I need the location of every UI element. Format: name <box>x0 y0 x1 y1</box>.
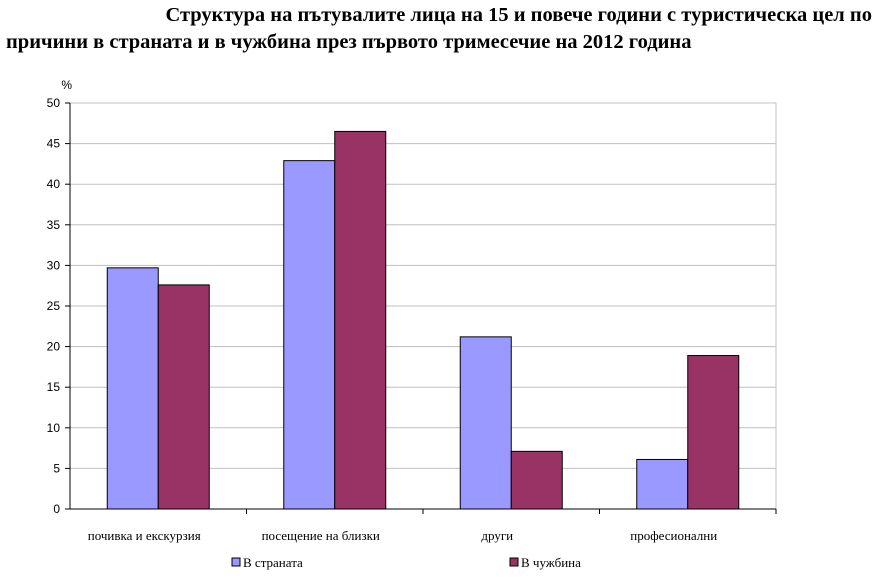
x-category-labels: почивка и екскурзия посещение на близки др… <box>88 528 718 543</box>
chart-title-line-2: причини в страната и в чужбина през първ… <box>6 31 692 53</box>
bars <box>106 130 740 510</box>
y-tick-label: 10 <box>47 421 61 435</box>
y-tick-label: 0 <box>53 502 60 516</box>
bar-domestic <box>106 267 159 510</box>
chart-title-line-1: Структура на пътувалите лица на 15 и пов… <box>165 4 872 26</box>
bar-abroad <box>510 450 563 510</box>
bar-domestic <box>283 160 336 510</box>
y-axis-label: % <box>61 78 72 92</box>
y-tick-label: 35 <box>47 218 61 232</box>
legend-swatch <box>231 557 241 567</box>
y-tick-label: 30 <box>47 258 61 272</box>
y-tick-label: 20 <box>47 340 61 354</box>
y-tick-label: 15 <box>47 380 61 394</box>
y-tick-label: 50 <box>47 96 61 110</box>
bar-domestic <box>459 336 512 510</box>
y-tick-label: 40 <box>47 177 61 191</box>
bar-abroad <box>334 130 387 510</box>
bar-abroad <box>157 284 210 510</box>
x-category-label: посещение на близки <box>262 528 380 543</box>
x-category-label: други <box>481 528 513 543</box>
axes <box>65 102 777 514</box>
legend-swatch <box>509 557 519 567</box>
legend: В страната В чужбина <box>231 555 581 570</box>
bar-abroad <box>687 355 740 510</box>
bar-domestic <box>636 458 689 510</box>
y-tick-label: 25 <box>47 299 61 313</box>
chart-title: Структура на пътувалите лица на 15 и пов… <box>6 2 878 56</box>
legend-label: В чужбина <box>521 555 581 570</box>
x-category-label: почивка и екскурзия <box>88 528 201 543</box>
y-tick-labels: 0 5 10 15 20 25 30 35 40 45 50 <box>47 96 61 516</box>
x-category-label: професионални <box>630 528 717 543</box>
y-tick-label: 45 <box>47 137 61 151</box>
legend-label: В страната <box>243 555 303 570</box>
y-tick-label: 5 <box>53 461 60 475</box>
